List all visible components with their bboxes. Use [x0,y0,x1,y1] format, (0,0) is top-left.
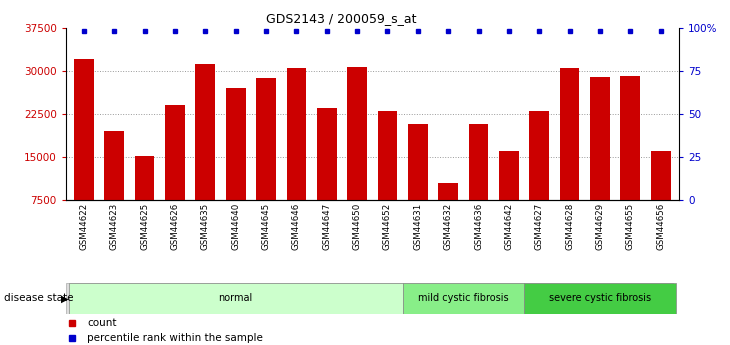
Bar [256,78,276,243]
Text: normal: normal [218,294,253,303]
Bar [499,151,519,243]
Bar [469,124,488,243]
Text: severe cystic fibrosis: severe cystic fibrosis [549,294,651,303]
Bar [347,67,367,243]
Text: disease state: disease state [4,294,73,303]
Bar [524,283,676,314]
Bar [408,124,428,243]
Bar [69,283,403,314]
Bar [135,156,155,243]
Text: mild cystic fibrosis: mild cystic fibrosis [418,294,509,303]
Bar [196,64,215,243]
Text: percentile rank within the sample: percentile rank within the sample [87,333,263,343]
Bar [377,111,397,243]
Bar [590,77,610,243]
Bar [560,68,580,243]
Bar [529,111,549,243]
Bar [287,68,307,243]
Bar [104,131,124,243]
Bar [317,108,337,243]
Text: count: count [87,318,117,328]
Bar [651,151,671,243]
Bar [74,59,93,243]
Bar [403,283,524,314]
Bar [620,77,640,243]
Bar [438,183,458,243]
Text: ▶: ▶ [61,294,68,303]
Title: GDS2143 / 200059_s_at: GDS2143 / 200059_s_at [266,12,417,25]
Bar [226,88,245,243]
Bar [165,105,185,243]
